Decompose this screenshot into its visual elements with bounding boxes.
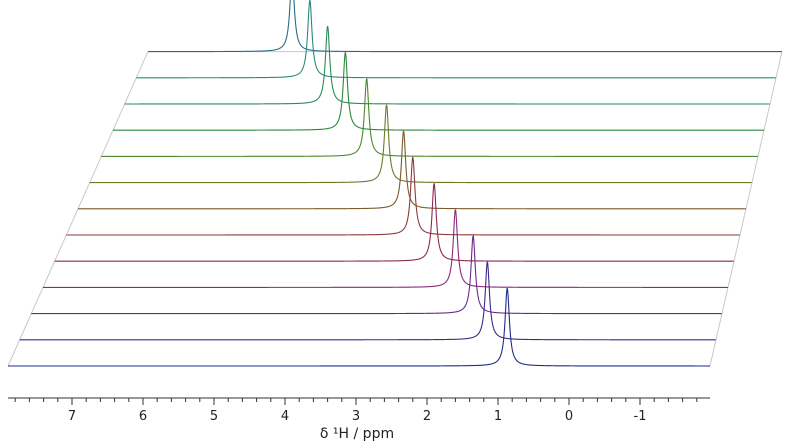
x-tick-label: 2	[423, 409, 431, 424]
x-axis: 7 6 5 4 3 2 1 0 -1	[8, 397, 710, 424]
spectra-traces	[8, 0, 782, 367]
x-tick-label: 5	[210, 409, 218, 424]
spectrum-trace	[43, 209, 728, 288]
x-tick-label: 3	[352, 409, 360, 424]
spectrum-trace	[66, 156, 740, 236]
spectrum-trace	[89, 104, 752, 184]
spectrum-trace	[124, 25, 770, 105]
x-tick-label: 1	[494, 409, 502, 424]
x-tick-label: 0	[565, 409, 573, 424]
x-tick-label: 6	[139, 409, 147, 424]
spectrum-trace	[136, 0, 776, 79]
x-tick-label: 4	[281, 409, 289, 424]
spectrum-trace	[113, 50, 764, 131]
x-tick-label: -1	[634, 409, 647, 424]
spectrum-trace	[54, 183, 734, 262]
x-axis-title: δ ¹H / ppm	[320, 426, 394, 442]
spectrum-trace	[101, 77, 758, 157]
spectrum-trace	[19, 260, 716, 341]
spectrum-trace	[78, 130, 746, 210]
spectrum-trace	[148, 0, 782, 53]
spectrum-trace	[31, 234, 722, 315]
spectrum-trace	[8, 287, 710, 367]
x-tick-label: 7	[68, 409, 76, 424]
